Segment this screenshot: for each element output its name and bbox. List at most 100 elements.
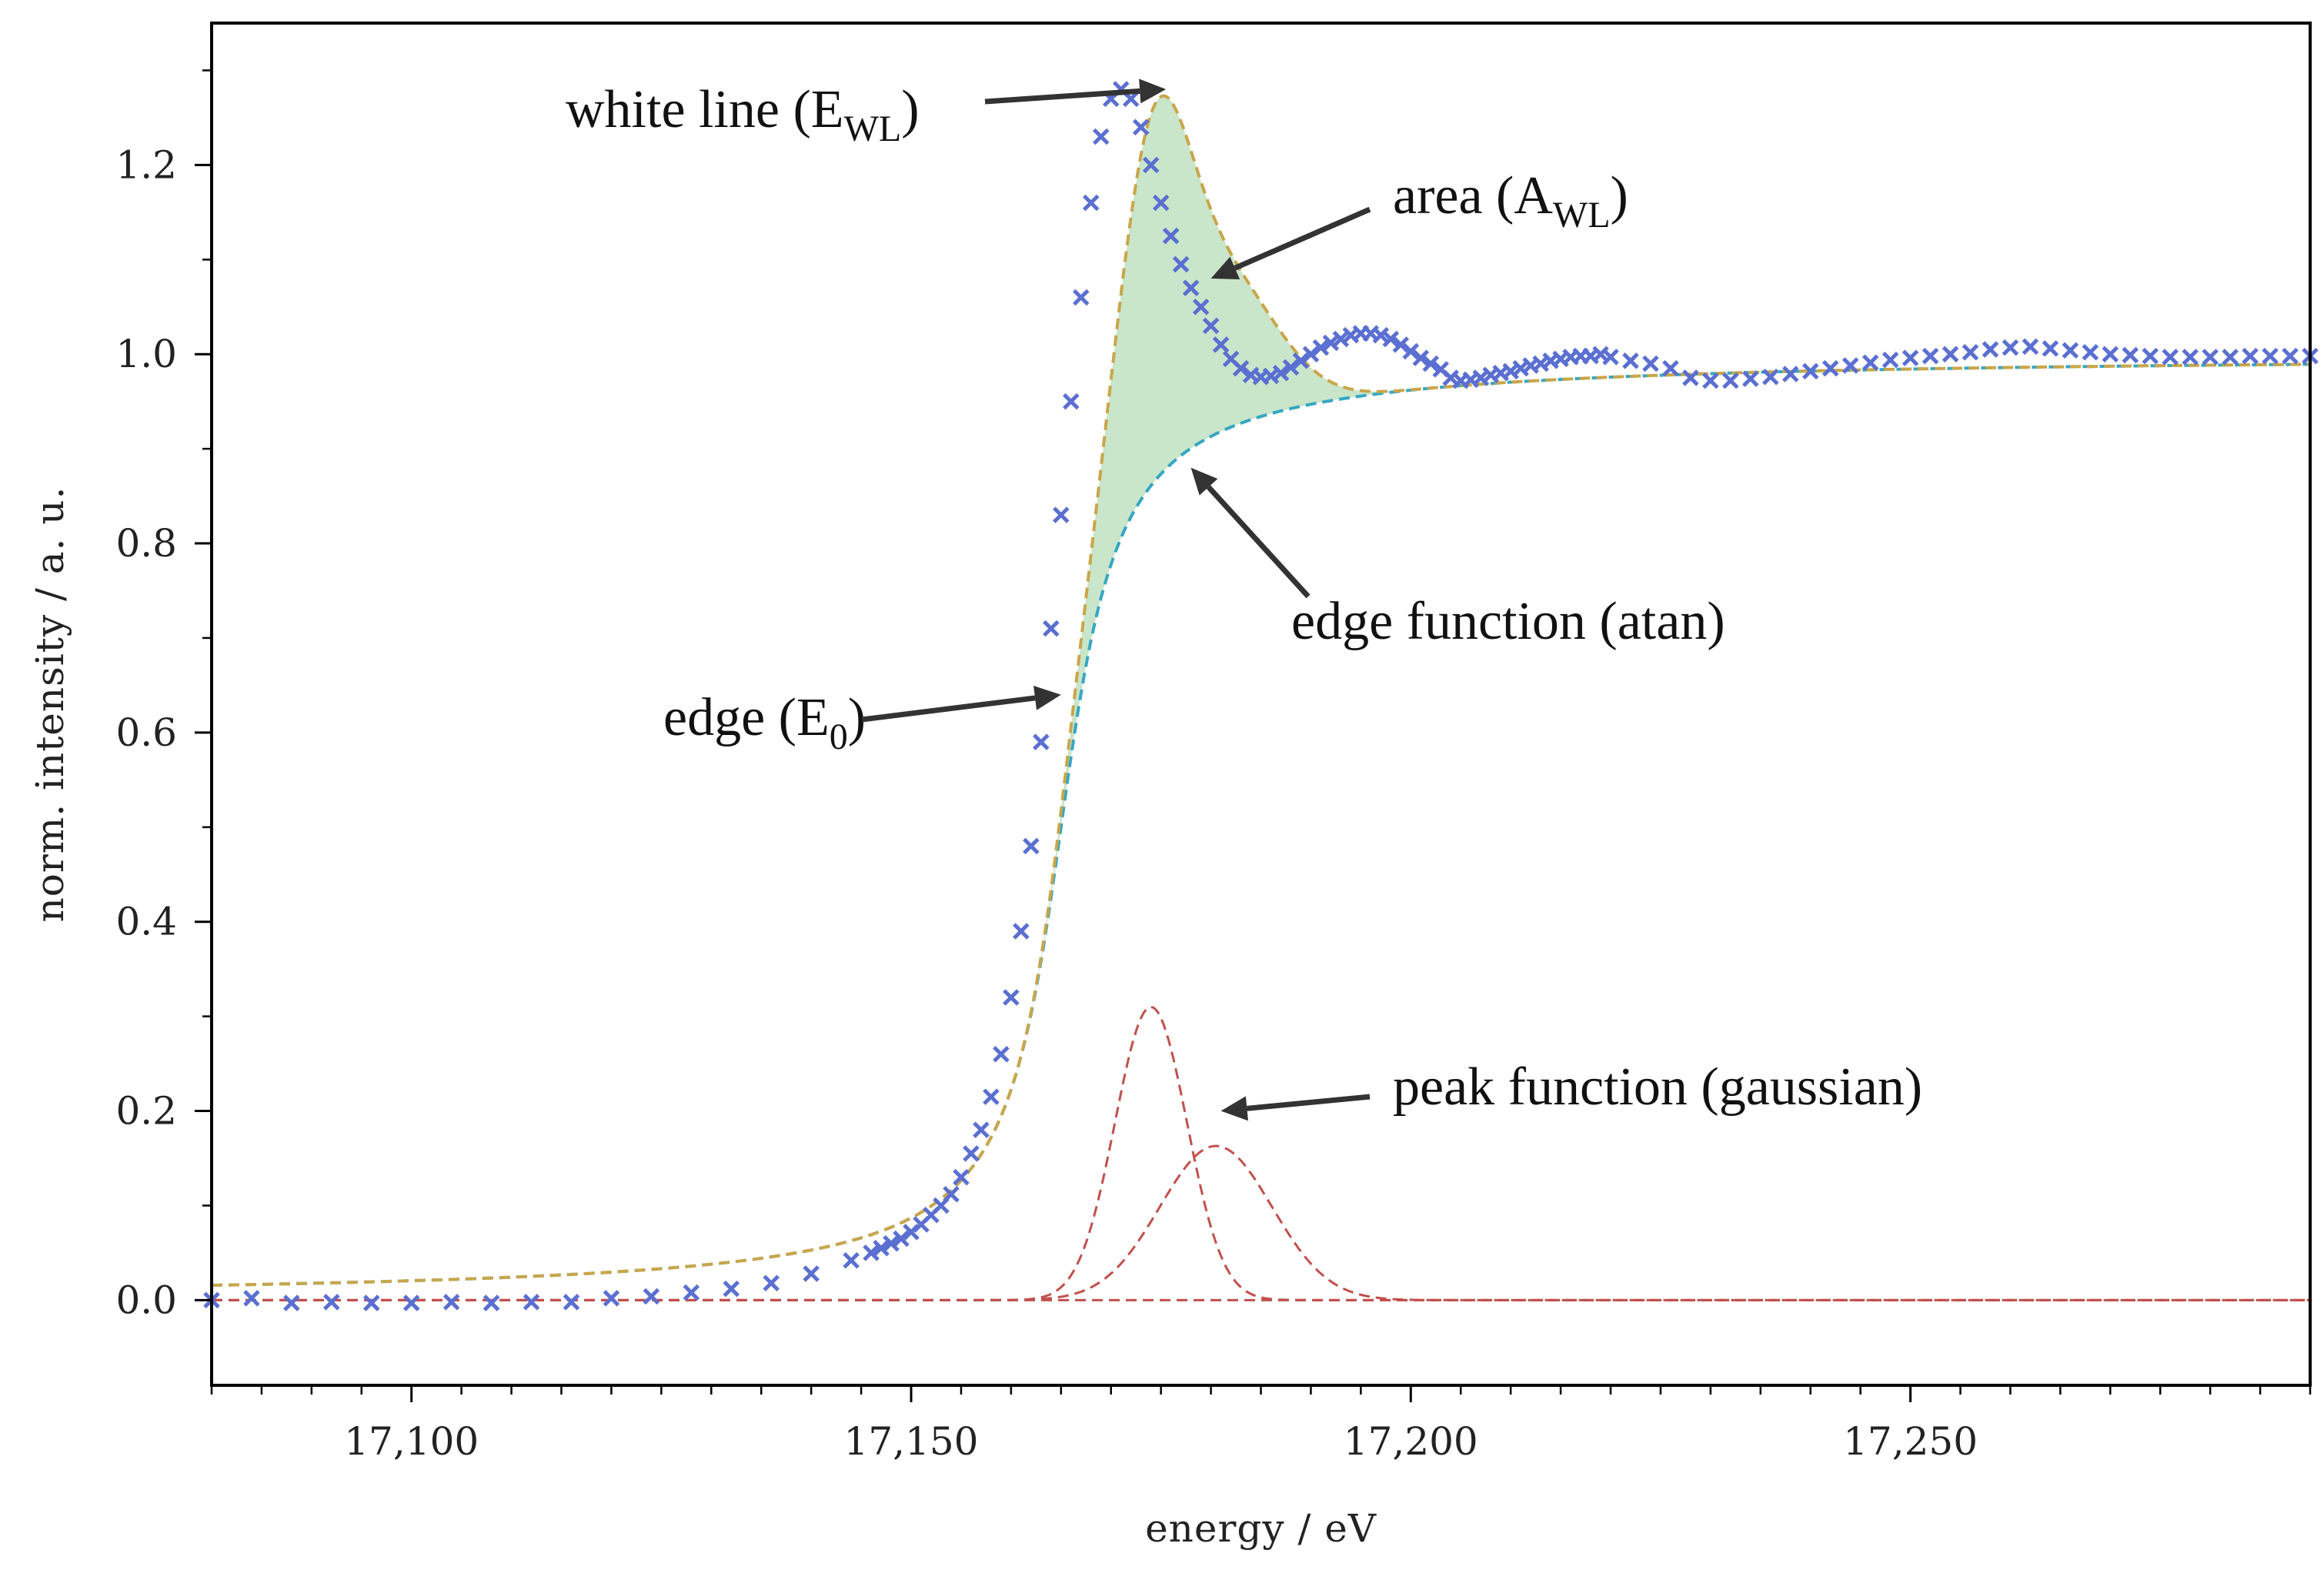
data-point (2122, 346, 2139, 364)
data-point (1902, 349, 1919, 366)
data-point (1422, 355, 1440, 372)
annotation-area: area (AWL) (1393, 166, 1628, 236)
data-point (1172, 256, 1190, 273)
y-tick-label: 0.8 (115, 521, 177, 566)
annotation-arrow-edge-function (1206, 485, 1311, 599)
data-point (1013, 923, 1030, 940)
axis-layer: 17,100 17,150 17,200 17,250 0.0 0.2 0.4 0.6 0.8 1… (28, 22, 2312, 1551)
gaussian-peak-1-line (212, 1005, 2310, 1301)
data-point (873, 1240, 890, 1257)
data-point (1942, 346, 1959, 362)
area-fill-layer (1010, 95, 1411, 1090)
y-tick-label: 1.0 (115, 332, 177, 376)
data-point (803, 1265, 820, 1282)
x-tick-label: 17,200 (1344, 1419, 1478, 1464)
data-point (2182, 349, 2199, 366)
data-point (2262, 347, 2279, 365)
data-point (1063, 392, 1080, 410)
data-point (1142, 156, 1160, 174)
data-point (2102, 346, 2119, 362)
data-point (1033, 733, 1050, 750)
data-point (442, 1294, 460, 1311)
data-point (2022, 338, 2039, 356)
y-tick-label: 1.2 (115, 142, 177, 187)
annotation-arrow-edge (861, 695, 1036, 723)
data-point (1821, 359, 1839, 377)
data-point (1922, 347, 1939, 365)
annotation-arrow-area (1234, 206, 1371, 271)
data-point (953, 1168, 970, 1186)
data-point (1781, 366, 1799, 382)
data-point (2222, 349, 2239, 366)
data-point (1152, 194, 1170, 212)
data-point (1003, 989, 1020, 1006)
x-tick-label: 17,150 (844, 1419, 979, 1464)
edge-function-line (211, 362, 2311, 1288)
data-point (1962, 343, 1979, 361)
y-axis-label: norm. intensity / a. u. (28, 486, 72, 923)
annotation-white-line: white line (EWL) (566, 80, 920, 149)
data-point (2042, 340, 2059, 357)
data-point (1702, 372, 1719, 389)
data-point (2062, 342, 2079, 359)
data-point (2162, 349, 2179, 366)
annotation-arrowhead-white-line (1139, 78, 1167, 104)
data-point (763, 1274, 780, 1292)
annotation-arrow-white-line (984, 88, 1140, 105)
data-point (993, 1046, 1010, 1063)
data-point (1742, 370, 1759, 387)
data-point (2002, 339, 2019, 356)
data-point (1043, 620, 1060, 637)
data-point (1202, 317, 1220, 335)
annotation-arrowhead-edge (1033, 686, 1061, 710)
data-point (482, 1294, 500, 1311)
data-point (1982, 341, 1999, 358)
data-point (893, 1230, 910, 1248)
x-axis-label: energy / eV (1145, 1506, 1377, 1551)
data-point (283, 1294, 300, 1311)
data-point (402, 1294, 420, 1311)
data-point (2202, 349, 2219, 366)
x-tick-label: 17,250 (1843, 1419, 1978, 1464)
data-point (1862, 354, 1879, 372)
data-point (2142, 347, 2159, 365)
data-point (1232, 359, 1250, 377)
gaussian-peak-2-line (212, 1144, 2310, 1301)
data-point (683, 1284, 700, 1301)
data-point (1602, 349, 1619, 366)
fit-line (211, 94, 2311, 1288)
data-point (523, 1294, 540, 1311)
plot-frame (210, 22, 2312, 1387)
data-point (973, 1121, 990, 1138)
data-point (963, 1145, 980, 1162)
y-tick-label: 0.0 (115, 1278, 177, 1322)
data-point (1092, 128, 1110, 145)
y-tick-label: 0.6 (115, 710, 177, 755)
data-point (1023, 837, 1040, 855)
data-point (1801, 362, 1819, 380)
data-point (1682, 369, 1699, 386)
white-line-area (1010, 95, 1411, 1090)
data-point (863, 1244, 880, 1261)
data-point (1072, 289, 1090, 306)
data-point (723, 1280, 740, 1298)
data-point (1662, 359, 1679, 377)
data-point (323, 1294, 340, 1311)
data-point (1722, 372, 1739, 389)
data-point (1762, 368, 1779, 386)
annotation-arrowhead-area (1210, 256, 1240, 279)
data-point (1882, 351, 1899, 369)
data-point (563, 1294, 580, 1311)
data-point (1132, 119, 1150, 135)
data-point (643, 1288, 660, 1305)
annotation-peak-function: peak function (gaussian) (1393, 1057, 1922, 1117)
data-point (2082, 343, 2099, 361)
data-point (2282, 347, 2299, 365)
data-point (1162, 227, 1180, 245)
data-point (983, 1088, 1000, 1105)
data-point (243, 1290, 260, 1307)
data-point (1053, 506, 1070, 523)
data-point (1412, 349, 1430, 366)
